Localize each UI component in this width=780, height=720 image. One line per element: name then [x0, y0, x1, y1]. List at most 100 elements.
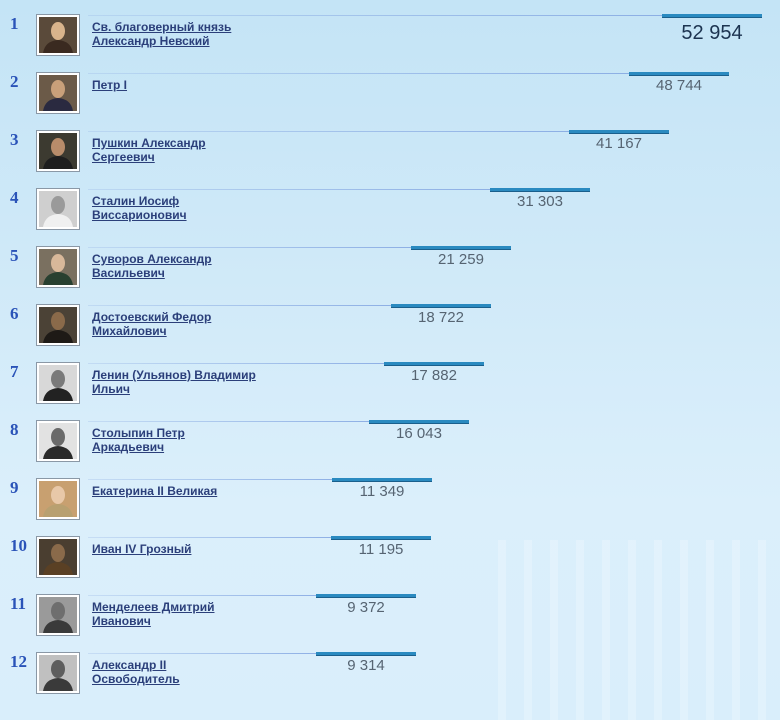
value-bar — [490, 188, 590, 192]
person-name-link[interactable]: Достоевский Федор Михайлович — [92, 310, 292, 338]
row-guide-line — [88, 653, 316, 654]
portrait-icon[interactable] — [36, 362, 80, 404]
rank-number: 10 — [10, 536, 27, 555]
vote-count: 48 744 — [656, 77, 702, 94]
person-name-link[interactable]: Пушкин Александр Сергеевич — [92, 136, 292, 164]
row-guide-line — [88, 305, 391, 306]
name-line: Суворов Александр — [92, 252, 212, 266]
value-bar — [331, 536, 431, 540]
rank-number: 1 — [10, 14, 19, 33]
vote-count: 52 954 — [681, 22, 743, 44]
vote-count: 11 195 — [358, 541, 404, 558]
portrait-icon[interactable] — [36, 652, 80, 694]
value-bar — [384, 362, 484, 366]
name-line: Виссарионович — [92, 208, 187, 222]
list-item: 8 Столыпин Петр Аркадьевич 16 043 — [0, 420, 780, 478]
portrait-icon[interactable] — [36, 536, 80, 578]
row-guide-line — [88, 537, 331, 538]
value-bar — [569, 130, 669, 134]
rank-number: 3 — [10, 130, 19, 149]
name-line: Освободитель — [92, 672, 180, 686]
vote-count: 41 167 — [596, 135, 642, 152]
person-name-link[interactable]: Ленин (Ульянов) Владимир Ильич — [92, 368, 292, 396]
vote-count: 17 882 — [411, 367, 457, 384]
name-line: Сергеевич — [92, 150, 155, 164]
list-item: 1 Св. благоверный князь Александр Невский 5… — [0, 14, 780, 72]
row-guide-line — [88, 363, 384, 364]
name-line: Сталин Иосиф — [92, 194, 180, 208]
row-guide-line — [88, 247, 411, 248]
person-name-link[interactable]: Св. благоверный князь Александр Невский — [92, 20, 292, 48]
person-name-link[interactable]: Александр II Освободитель — [92, 658, 292, 686]
rank-number: 9 — [10, 478, 19, 497]
list-item: 12 Александр II Освободитель 9 314 — [0, 652, 780, 710]
rank-number: 2 — [10, 72, 19, 91]
name-line: Иван IV Грозный — [92, 542, 192, 556]
list-item: 6 Достоевский Федор Михайлович 18 722 — [0, 304, 780, 362]
row-guide-line — [88, 421, 369, 422]
vote-count: 21 259 — [438, 251, 484, 268]
vote-count: 31 303 — [517, 193, 563, 210]
name-line: Пушкин Александр — [92, 136, 206, 150]
name-line: Васильевич — [92, 266, 165, 280]
portrait-icon[interactable] — [36, 594, 80, 636]
list-item: 5 Суворов Александр Васильевич 21 259 — [0, 246, 780, 304]
rank-number: 11 — [10, 594, 27, 613]
vote-count: 11 349 — [359, 483, 405, 500]
name-line: Менделеев Дмитрий — [92, 600, 215, 614]
person-name-link[interactable]: Петр I — [92, 78, 292, 92]
list-item: 9 Екатерина II Великая 11 349 — [0, 478, 780, 536]
row-guide-line — [88, 595, 316, 596]
rank-number: 7 — [10, 362, 19, 381]
portrait-icon[interactable] — [36, 478, 80, 520]
name-line: Ленин (Ульянов) Владимир — [92, 368, 256, 382]
value-bar — [391, 304, 491, 308]
person-name-link[interactable]: Менделеев Дмитрий Иванович — [92, 600, 292, 628]
rank-number: 4 — [10, 188, 19, 207]
name-line: Екатерина II Великая — [92, 484, 218, 498]
rank-number: 6 — [10, 304, 19, 323]
value-bar — [662, 14, 762, 18]
portrait-icon[interactable] — [36, 188, 80, 230]
portrait-icon[interactable] — [36, 246, 80, 288]
person-name-link[interactable]: Столыпин Петр Аркадьевич — [92, 426, 292, 454]
value-bar — [316, 652, 416, 656]
name-line: Петр I — [92, 78, 128, 92]
value-bar — [411, 246, 511, 250]
name-line: Александр II — [92, 658, 167, 672]
name-line: Александр Невский — [92, 34, 210, 48]
person-name-link[interactable]: Екатерина II Великая — [92, 484, 292, 498]
row-guide-line — [88, 15, 662, 16]
name-line: Аркадьевич — [92, 440, 165, 454]
list-item: 4 Сталин Иосиф Виссарионович 31 303 — [0, 188, 780, 246]
person-name-link[interactable]: Сталин Иосиф Виссарионович — [92, 194, 292, 222]
rank-number: 5 — [10, 246, 19, 265]
portrait-icon[interactable] — [36, 14, 80, 56]
value-bar — [369, 420, 469, 424]
person-name-link[interactable]: Иван IV Грозный — [92, 542, 292, 556]
value-bar — [332, 478, 432, 482]
value-bar — [316, 594, 416, 598]
portrait-icon[interactable] — [36, 130, 80, 172]
row-guide-line — [88, 479, 332, 480]
name-line: Св. благоверный князь — [92, 20, 232, 34]
person-name-link[interactable]: Суворов Александр Васильевич — [92, 252, 292, 280]
portrait-icon[interactable] — [36, 304, 80, 346]
row-guide-line — [88, 131, 569, 132]
list-item: 11 Менделеев Дмитрий Иванович 9 372 — [0, 594, 780, 652]
name-line: Иванович — [92, 614, 151, 628]
name-line: Михайлович — [92, 324, 167, 338]
vote-count: 9 372 — [347, 599, 385, 616]
vote-count: 18 722 — [418, 309, 464, 326]
row-guide-line — [88, 73, 629, 74]
portrait-icon[interactable] — [36, 420, 80, 462]
name-line: Достоевский Федор — [92, 310, 212, 324]
row-guide-line — [88, 189, 490, 190]
list-item: 7 Ленин (Ульянов) Владимир Ильич 17 882 — [0, 362, 780, 420]
portrait-icon[interactable] — [36, 72, 80, 114]
name-line: Ильич — [92, 382, 130, 396]
name-line: Столыпин Петр — [92, 426, 185, 440]
rank-number: 12 — [10, 652, 27, 671]
list-item: 10 Иван IV Грозный 11 195 — [0, 536, 780, 594]
